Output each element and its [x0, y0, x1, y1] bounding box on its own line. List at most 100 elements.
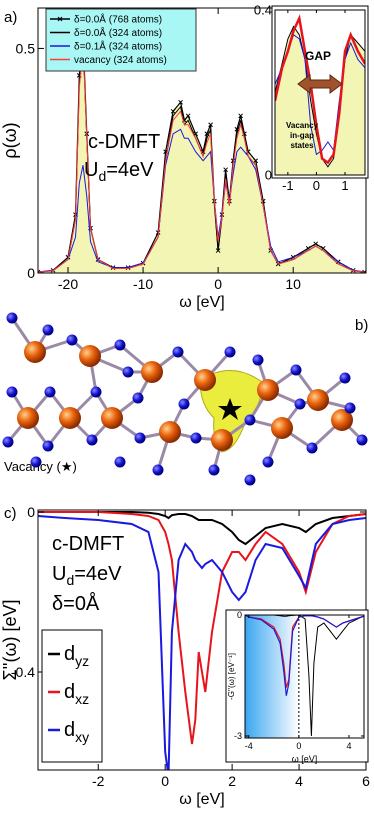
- plot-area: [275, 14, 365, 175]
- marker: [178, 99, 183, 105]
- x-axis-label: ω [eV]: [292, 754, 318, 764]
- oxygen-atom: [244, 414, 256, 426]
- area-fill: [38, 34, 365, 273]
- marker: [223, 167, 228, 173]
- plot-area: [38, 511, 366, 770]
- metal-atom: [271, 417, 293, 439]
- oxygen-atom: [356, 434, 368, 446]
- oxygen-atom: [172, 346, 184, 358]
- oxygen-atom: [339, 372, 351, 384]
- metal-atom: [331, 409, 353, 431]
- oxygen-atom: [306, 442, 318, 454]
- metal-atom: [141, 361, 163, 383]
- annotation: δ=0Å: [52, 592, 100, 615]
- oxygen-atom: [344, 402, 356, 414]
- oxygen-atom: [244, 474, 256, 486]
- y-axis-label: Σ''(ω) [eV]: [0, 599, 20, 680]
- metal-atom: [307, 389, 329, 411]
- y-tick-label: 0: [237, 610, 242, 620]
- oxygen-atom: [6, 386, 18, 398]
- y-tick-label: 0: [27, 265, 35, 281]
- x-tick-label: -2: [92, 773, 105, 789]
- legend-name: d: [64, 643, 75, 665]
- legend-box: [45, 8, 197, 72]
- oxygen-atom: [290, 364, 302, 376]
- oxygen-atom: [224, 346, 236, 358]
- annotation-text: δ=0Å: [52, 592, 100, 615]
- y-tick-label: 0: [27, 504, 35, 520]
- x-tick-label: 0: [214, 276, 222, 292]
- oxygen-atom: [208, 464, 220, 476]
- oxygen-atom: [86, 434, 98, 446]
- oxygen-atom: [42, 440, 54, 452]
- annotation: c-DMFT: [52, 533, 124, 555]
- y-axis-label: -G''(ω) [eV⁻¹]: [227, 653, 236, 700]
- metal-atom: [257, 379, 279, 401]
- annotation: Ud=4eV: [84, 159, 154, 184]
- x-tick-label: -4: [245, 741, 253, 751]
- x-tick-label: 0: [161, 773, 169, 789]
- annotation: c-DMFT: [88, 131, 160, 153]
- x-tick-label: 4: [295, 773, 303, 789]
- plot-frame: [274, 9, 366, 176]
- series-line: [245, 615, 364, 696]
- y-tick-label: 0: [265, 168, 272, 183]
- annotation: in-gap: [290, 131, 314, 140]
- marker: [253, 158, 259, 164]
- marker: [185, 113, 191, 119]
- metal-atom: [59, 407, 81, 429]
- annotation: Ud=4eV: [52, 563, 122, 588]
- annotation: states: [290, 141, 314, 150]
- x-tick-label: -1: [282, 178, 294, 193]
- oxygen-atom: [2, 436, 14, 448]
- annotation-text: =4eV: [106, 159, 154, 181]
- panel-label: a): [4, 9, 17, 26]
- x-axis-label: ω [eV]: [179, 294, 224, 311]
- oxygen-atom: [66, 334, 78, 346]
- legend-label: dyz: [64, 643, 89, 669]
- oxygen-atom: [152, 464, 164, 476]
- annotation: GAP: [305, 49, 331, 63]
- legend-label: dxy: [64, 719, 89, 745]
- annotation-text: =4eV: [74, 563, 122, 585]
- metal-atom: [101, 407, 123, 429]
- x-tick-label: 0: [313, 178, 320, 193]
- legend-name: d: [64, 719, 75, 741]
- annotation: Vacancy: [286, 121, 319, 130]
- annotation-text: GAP: [305, 49, 331, 63]
- legend-subscript: xz: [75, 691, 89, 707]
- panel-label: b): [355, 317, 368, 334]
- series-line: [38, 43, 365, 273]
- area-fill: [275, 26, 365, 175]
- annotation-text: U: [84, 159, 98, 181]
- oxygen-atom: [252, 354, 264, 366]
- x-tick-label: 0: [296, 741, 301, 751]
- series-line: [38, 511, 366, 745]
- negative-frequency-shade: [245, 615, 299, 738]
- legend-name: d: [64, 681, 75, 703]
- legend-label: δ=0.0Å (768 atoms): [74, 13, 162, 26]
- legend-label: δ=0.0Å (324 atoms): [74, 26, 162, 39]
- annotation-text: c-DMFT: [52, 533, 124, 555]
- series-line: [38, 511, 366, 546]
- chart: -4 0 4 0 -3 ω [eV] -G''(ω) [eV⁻¹]: [225, 609, 369, 764]
- series-line: [38, 515, 366, 770]
- x-tick-label: 10: [285, 276, 301, 292]
- y-axis-label: ρ(ω): [0, 122, 20, 158]
- legend-label: vacancy (324 atoms): [74, 55, 167, 66]
- x-tick-label: -10: [133, 276, 153, 292]
- annotation-sub: d: [66, 572, 74, 588]
- annotation-text: c-DMFT: [88, 131, 160, 153]
- marker: [208, 122, 213, 128]
- marker: [238, 113, 244, 119]
- y-tick-label: 0.4: [254, 3, 272, 18]
- metal-atom: [17, 407, 39, 429]
- legend-label: dxz: [64, 681, 89, 707]
- series-line: [275, 14, 365, 165]
- legend-label: δ=0.1Å (324 atoms): [74, 40, 162, 53]
- oxygen-atom: [44, 386, 56, 398]
